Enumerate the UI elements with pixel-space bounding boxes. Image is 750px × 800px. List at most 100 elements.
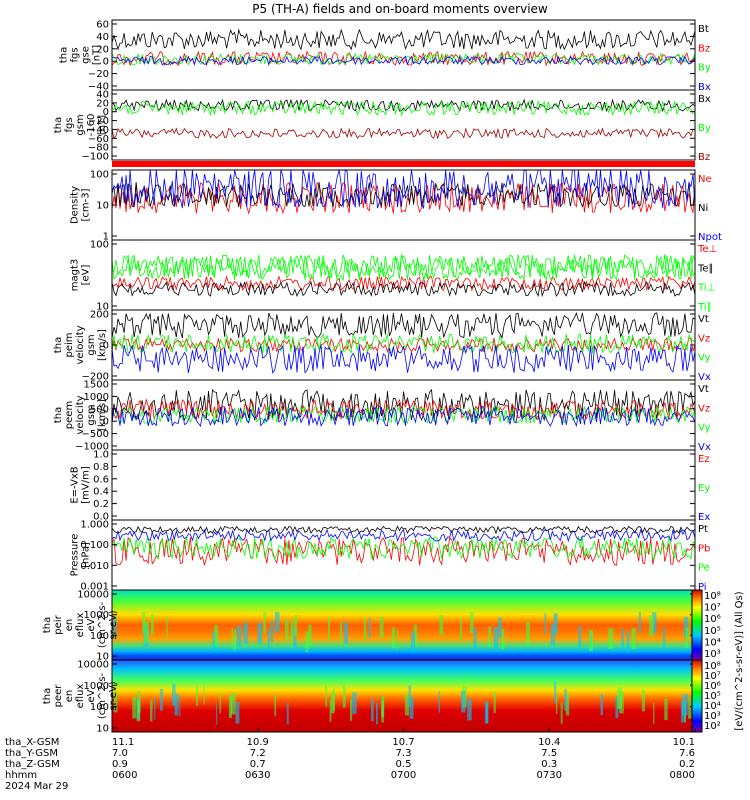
colorbar-tick-label: 10⁴ (704, 637, 721, 648)
spectrogram-texture (342, 686, 346, 708)
legend-Vy: Vy (698, 423, 711, 434)
spectrogram-texture (526, 621, 530, 643)
spectrogram-texture (257, 622, 263, 644)
trace-Pi (111, 528, 696, 543)
footer-value: 10.9 (247, 737, 269, 748)
y-tick-label: −40 (88, 125, 109, 136)
y-tick-label: 0.100 (80, 540, 109, 551)
trace-By (111, 99, 696, 117)
trace-Ne (111, 181, 696, 215)
y-axis-label: gsm (75, 114, 86, 135)
y-tick-label: 10 (96, 724, 109, 735)
colorbar-tick-label: 10⁵ (704, 626, 721, 637)
y-tick-label: 40 (96, 90, 109, 101)
spectrogram-texture (352, 692, 357, 714)
trace-Te⊥ (111, 275, 696, 292)
footer-value: 0800 (670, 770, 695, 781)
y-tick-label: 100 (90, 240, 109, 251)
spectrogram-texture (150, 613, 154, 635)
spectrogram-texture (381, 695, 385, 718)
spectrogram-texture (144, 621, 149, 643)
footer-value: 0.7 (250, 759, 266, 770)
legend-Ne: Ne (698, 174, 712, 185)
y-axis-label: -160 (86, 114, 97, 137)
spectrogram-texture (231, 628, 234, 650)
panel-frame (111, 89, 696, 161)
y-axis-label: peir (53, 614, 64, 634)
y-axis-label: velocity (75, 395, 86, 434)
spectrogram-texture (404, 693, 409, 716)
legend-Vt: Vt (698, 384, 709, 395)
footer-value: 0600 (112, 770, 137, 781)
spectrogram-texture (274, 694, 277, 717)
panel-8: 1.000 0.100 0.010 0.001 Pressure [nPa] Pt Pb Pe P… (70, 519, 710, 593)
y-axis-label: gsm (86, 334, 97, 355)
y-axis-label: tha (59, 47, 70, 63)
spectrogram-texture (488, 626, 491, 648)
footer-row-label: hhmm (5, 770, 37, 781)
y-axis-label: tha (53, 407, 64, 423)
y-tick-label: 0 (103, 107, 109, 118)
spectrogram-texture (234, 629, 236, 651)
y-axis-label: (cm^2-s- (97, 601, 108, 648)
legend-Pi: Pi (698, 582, 707, 593)
y-tick-label: −20 (88, 116, 109, 127)
spectrogram-texture (473, 627, 477, 649)
footer-value: 0.5 (396, 759, 412, 770)
y-tick-label: 1 (103, 232, 109, 243)
colorbar-1 (691, 589, 703, 661)
y-tick-label: −1000 (75, 442, 109, 453)
spectrogram-texture (470, 612, 474, 634)
y-tick-label: 60 (96, 20, 109, 31)
y-axis-label: fgs (64, 117, 75, 132)
y-tick-label: 0.010 (80, 561, 109, 572)
spectrogram-texture (308, 624, 312, 646)
spectrogram-texture (214, 625, 219, 647)
y-tick-label: 0.001 (80, 582, 109, 593)
spectrogram-texture (564, 689, 567, 711)
y-axis-label: tha (53, 117, 64, 133)
y-axis-label: [eV] (81, 265, 92, 286)
legend-By: By (698, 123, 711, 134)
trace-Vy (111, 332, 696, 355)
panel-7: 1.00.80.6 0.40.2 0.0 E=-VxB [mV/m] Ez Ey Ex (70, 449, 710, 523)
legend-Vy: Vy (698, 353, 711, 364)
y-tick-label: 0.0 (93, 512, 109, 523)
spectrogram-texture (329, 700, 332, 722)
colorbar-tick-label: 10³ (704, 711, 721, 722)
spectrogram-texture (485, 701, 489, 724)
trace-Vx (111, 344, 696, 375)
y-axis-label: E=-VxB (70, 466, 81, 503)
legend-Bx: Bx (698, 82, 711, 93)
y-tick-label: −80 (88, 143, 109, 154)
spectrogram-texture (608, 628, 614, 650)
spectrogram-texture (544, 613, 547, 635)
y-tick-label: 0 (103, 341, 109, 352)
spectrogram-texture (411, 631, 415, 653)
y-tick-label: −100 (82, 152, 109, 163)
colorbar-tick-label: 10⁴ (704, 701, 721, 712)
colorbar-tick-label: 10² (704, 721, 721, 732)
y-tick-label: 0 (103, 417, 109, 428)
trace-Ti∥ (111, 254, 696, 282)
colorbar-tick-label: 10⁸ (704, 661, 721, 672)
spectrogram-texture (344, 622, 349, 644)
trace-Bt (111, 28, 696, 51)
footer-value: 10.7 (392, 737, 414, 748)
legend-Vx: Vx (698, 372, 711, 383)
spectrogram-texture (688, 697, 692, 719)
spectrogram-texture (638, 612, 641, 634)
footer-value: 10.4 (538, 737, 560, 748)
panel-frame (111, 239, 696, 311)
y-tick-label: 500 (90, 404, 109, 415)
footer-value: 0700 (391, 770, 416, 781)
spectrogram-texture (376, 702, 378, 725)
y-axis-label: tha (42, 688, 53, 704)
spectrogram-texture (664, 698, 668, 721)
legend-Bt: Bt (698, 24, 709, 35)
y-axis-label: sr-eV) (108, 610, 119, 639)
spectrogram-texture (459, 619, 463, 641)
footer-value: 0.3 (541, 759, 557, 770)
trace-Vx (111, 405, 696, 428)
